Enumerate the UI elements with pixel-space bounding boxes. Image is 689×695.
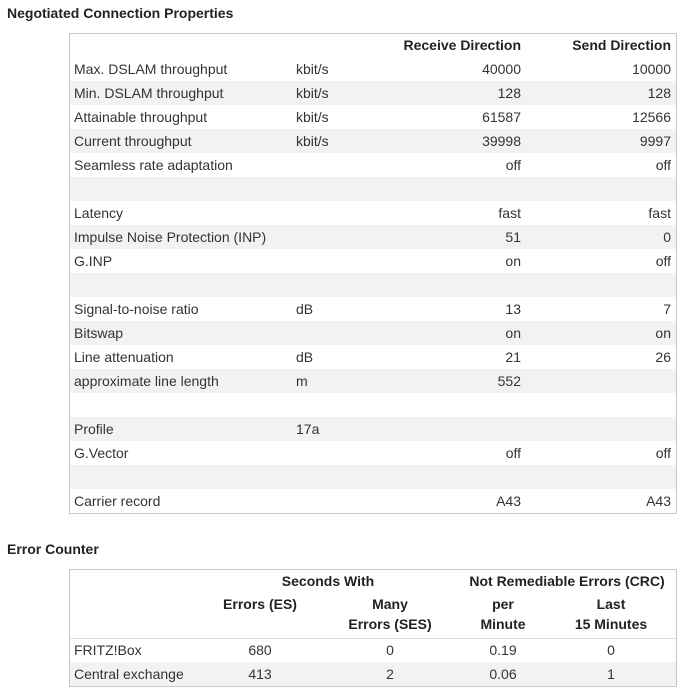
unit: kbit/s [296,85,329,101]
section-title: Error Counter [7,541,99,557]
cell-value: 413 [248,666,272,682]
unit: kbit/s [296,109,329,125]
send-value: 12566 [632,109,671,125]
send-value: 128 [647,85,671,101]
send-value: 26 [655,349,671,365]
cell-value: 680 [248,642,272,658]
unit: dB [296,349,314,365]
cell-value: 0.19 [489,642,517,658]
row-shade [70,465,676,489]
column-header: Send Direction [572,37,671,53]
row-shade [70,129,676,153]
row-label: FRITZ!Box [74,642,142,658]
row-label: Max. DSLAM throughput [74,61,228,77]
cell-value: 0.06 [489,666,517,682]
send-value: 9997 [639,133,671,149]
column-header: 15 Minutes [574,616,648,632]
row-label: G.INP [74,253,113,269]
row-label: Signal-to-noise ratio [74,301,199,317]
receive-value: off [505,157,521,173]
receive-value: 39998 [482,133,521,149]
send-value: on [655,325,671,341]
send-value: off [655,253,671,269]
row-shade [70,321,676,345]
column-header: Many [372,596,408,612]
section-title: Negotiated Connection Properties [7,5,234,21]
row-label: Profile [74,421,114,437]
row-label: Min. DSLAM throughput [74,85,224,101]
unit: dB [296,301,314,317]
send-value: 7 [663,301,671,317]
cell-value: 0 [607,642,615,658]
column-header: Receive Direction [403,37,522,53]
row-shade [70,662,676,686]
row-label: Seamless rate adaptation [74,157,233,173]
unit: kbit/s [296,133,329,149]
unit: 17a [296,421,320,437]
row-label: Bitswap [74,325,124,341]
row-label: Attainable throughput [74,109,208,125]
group-header: Seconds With [281,573,375,589]
row-shade [70,177,676,201]
receive-value: on [505,253,521,269]
send-value: fast [648,205,671,221]
receive-value: 13 [505,301,521,317]
row-label: approximate line length [74,373,219,389]
row-label: Central exchange [74,666,184,682]
receive-value: A43 [496,493,521,509]
cell-value: 1 [607,666,615,682]
receive-value: 552 [497,373,521,389]
receive-value: on [505,325,521,341]
column-header: per [492,596,514,612]
receive-value: 21 [505,349,521,365]
receive-value: 61587 [482,109,521,125]
row-label: Carrier record [74,493,161,509]
row-shade [70,273,676,297]
column-header: Errors (ES) [223,596,297,612]
send-value: 0 [663,229,671,245]
row-shade [70,369,676,393]
cell-value: 2 [386,666,394,682]
row-label: Impulse Noise Protection (INP) [74,229,267,245]
receive-value: off [505,445,521,461]
group-header: Not Remediable Errors (CRC) [469,573,665,589]
row-shade [70,225,676,249]
unit: kbit/s [296,61,329,77]
receive-value: 128 [497,85,521,101]
row-label: Current throughput [74,133,192,149]
send-value: off [655,157,671,173]
unit: m [296,373,308,389]
column-header: Minute [480,616,526,632]
connection-table [69,33,677,514]
send-value: A43 [646,493,671,509]
column-header: Errors (SES) [348,616,432,632]
cell-value: 0 [386,642,394,658]
row-shade [70,638,676,662]
error-table [69,569,677,687]
send-value: off [655,445,671,461]
column-header: Last [596,596,626,612]
receive-value: fast [498,205,521,221]
row-label: Line attenuation [74,349,174,365]
row-label: G.Vector [74,445,129,461]
send-value: 10000 [632,61,671,77]
receive-value: 51 [505,229,521,245]
receive-value: 40000 [482,61,521,77]
row-shade [70,417,676,441]
row-shade [70,81,676,105]
row-label: Latency [74,205,124,221]
